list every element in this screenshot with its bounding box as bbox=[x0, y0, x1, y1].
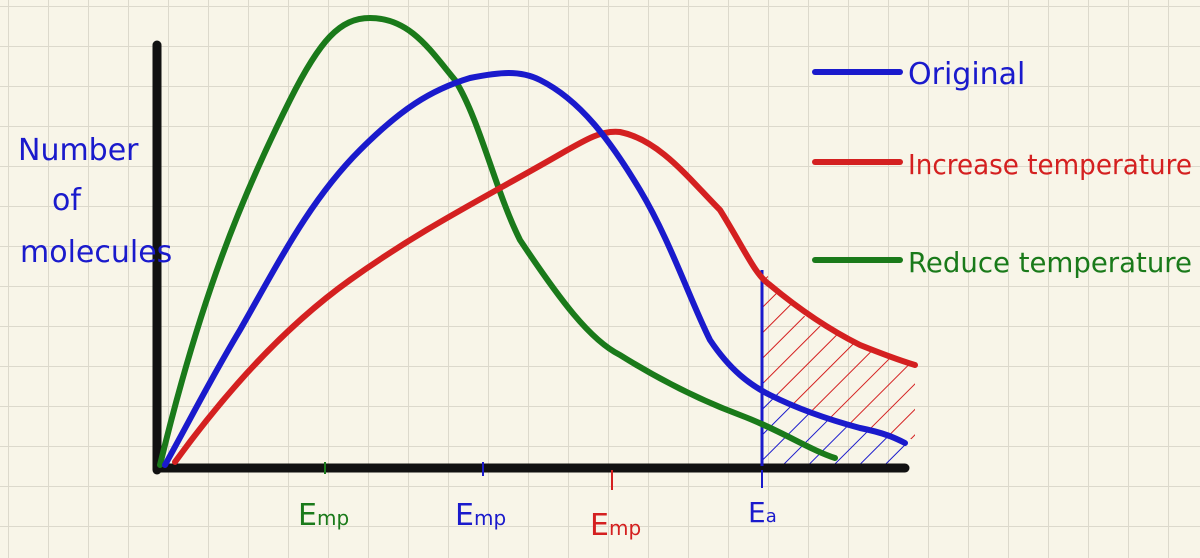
marker-label: Ea bbox=[748, 496, 777, 529]
marker-label: Emp bbox=[298, 498, 349, 533]
marker-sub: mp bbox=[317, 506, 349, 530]
marker-sub: a bbox=[766, 506, 777, 527]
marker-label: Emp bbox=[590, 508, 641, 543]
curve-increase bbox=[172, 128, 918, 465]
y-label-line: of bbox=[52, 183, 82, 218]
marker-main: E bbox=[590, 508, 609, 543]
y-label-line: molecules bbox=[20, 235, 172, 270]
legend-label: Reduce temperature bbox=[908, 246, 1192, 279]
marker-sub: mp bbox=[609, 516, 641, 540]
marker-main: E bbox=[298, 498, 317, 533]
marker-sub: mp bbox=[474, 506, 506, 530]
hatch-red bbox=[762, 270, 915, 440]
legend-label: Original bbox=[908, 57, 1025, 92]
marker-main: E bbox=[748, 496, 766, 529]
y-label-line: Number bbox=[18, 133, 139, 168]
curve-original bbox=[162, 70, 908, 468]
marker-main: E bbox=[455, 498, 474, 533]
curve-reduce bbox=[157, 15, 838, 468]
legend-label: Increase temperature bbox=[908, 148, 1192, 181]
marker-label: Emp bbox=[455, 498, 506, 533]
